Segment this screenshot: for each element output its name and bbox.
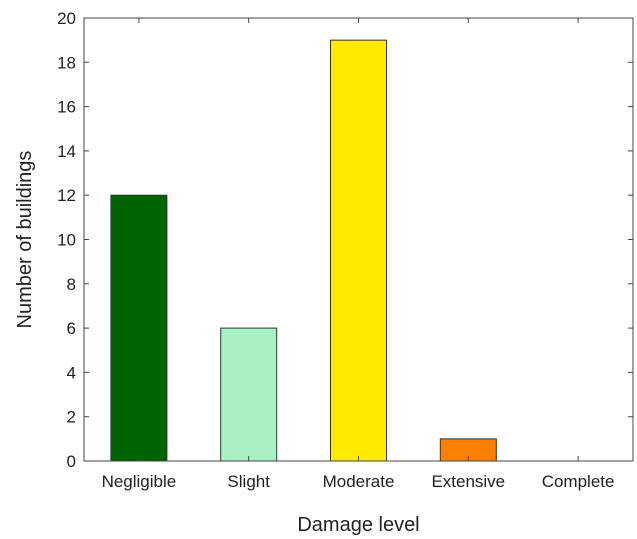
x-axis-ticks: Negligible Slight Moderate Extensive Complet… xyxy=(102,18,615,491)
x-tick-label-moderate: Moderate xyxy=(323,472,395,491)
y-axis-ticks: 0 2 4 6 8 10 12 14 16 18 20 xyxy=(57,9,633,471)
y-tick-label: 10 xyxy=(57,231,76,250)
y-tick-label: 18 xyxy=(57,53,76,72)
x-tick-label-slight: Slight xyxy=(227,472,270,491)
y-tick-label: 20 xyxy=(57,9,76,28)
bar-slight xyxy=(220,327,278,462)
y-tick-label: 4 xyxy=(67,363,76,382)
axes-box xyxy=(83,17,634,462)
y-tick-label: 2 xyxy=(67,408,76,427)
y-tick-label: 12 xyxy=(57,186,76,205)
x-axis-label: Damage level xyxy=(297,514,419,536)
x-tick-label-complete: Complete xyxy=(542,472,615,491)
x-tick-label-negligible: Negligible xyxy=(102,472,177,491)
bar-moderate xyxy=(330,39,387,462)
y-tick-label: 14 xyxy=(57,142,76,161)
y-tick-label: 8 xyxy=(67,275,76,294)
y-axis-label: Number of buildings xyxy=(14,151,36,329)
x-tick-label-extensive: Extensive xyxy=(431,472,505,491)
plot-area: 0 2 4 6 8 10 12 14 16 18 20 Negligible Slight Modera… xyxy=(57,9,634,491)
y-tick-label: 16 xyxy=(57,98,76,117)
bars xyxy=(110,39,497,462)
y-tick-label: 0 xyxy=(67,452,76,471)
y-tick-label: 6 xyxy=(67,319,76,338)
bar-negligible xyxy=(110,194,168,462)
